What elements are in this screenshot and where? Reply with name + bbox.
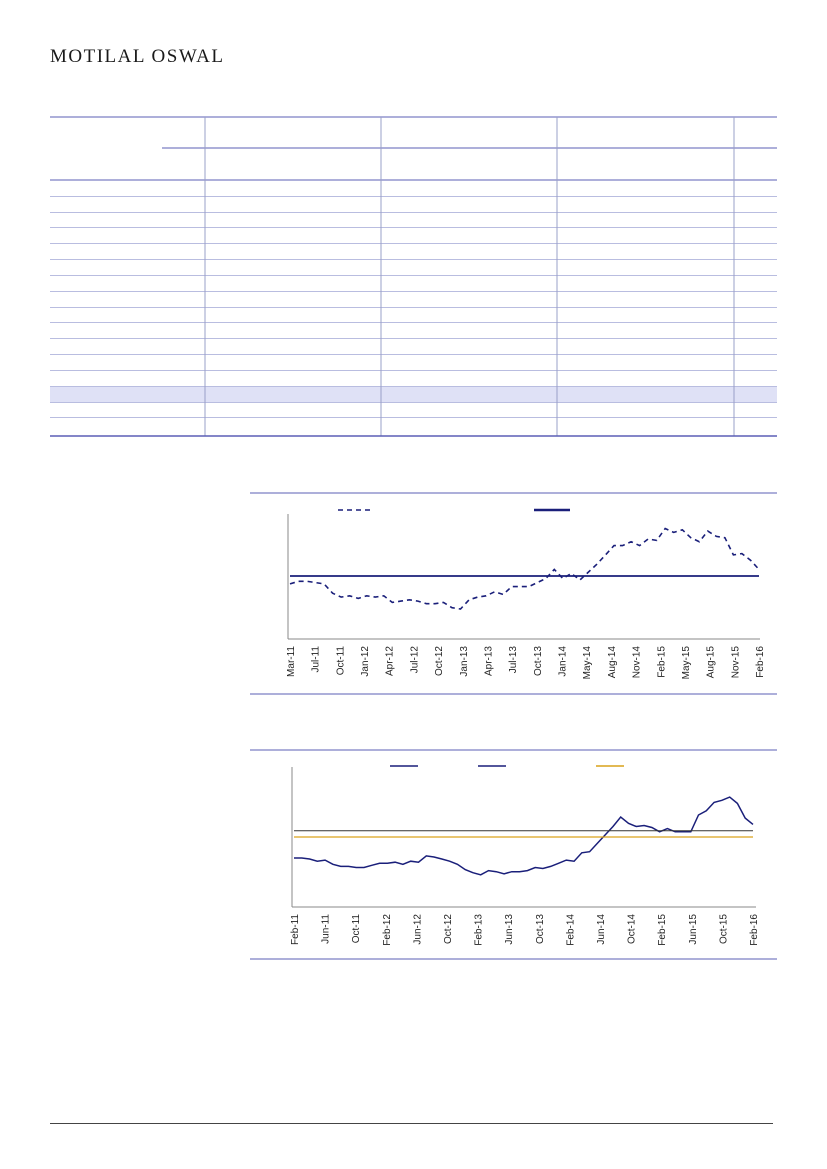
chart-2-svg: Feb-11 Jun-11 Oct-11 Feb-12 Jun-12 Oct-12 Feb-… (250, 749, 777, 960)
chart-2: Feb-11 Jun-11 Oct-11 Feb-12 Jun-12 Oct-12 Feb-… (250, 749, 777, 961)
x-tick-label: Mar-11 (286, 646, 297, 677)
x-tick-label: Nov-14 (632, 646, 643, 679)
x-tick-label: Jul-11 (311, 646, 322, 673)
series-line-1 (289, 527, 760, 610)
x-tick-label: Feb-11 (290, 914, 301, 945)
footer-rule (50, 1123, 773, 1124)
x-tick-label: Oct-13 (533, 646, 544, 676)
x-tick-label: Oct-11 (335, 646, 346, 676)
chart-2-x-ticks: Feb-11 Jun-11 Oct-11 Feb-12 Jun-12 Oct-12 Feb-… (290, 914, 760, 946)
x-tick-label: Jun-14 (596, 914, 607, 945)
data-table (50, 116, 777, 443)
table-highlight-row (50, 387, 777, 402)
x-tick-label: Oct-15 (718, 914, 729, 944)
x-tick-label: Oct-12 (443, 914, 454, 944)
x-tick-label: May-14 (582, 646, 593, 680)
x-tick-label: Feb-16 (749, 914, 760, 946)
table-grid (50, 116, 777, 437)
x-tick-label: Feb-15 (657, 914, 668, 946)
x-tick-label: Nov-15 (730, 646, 741, 679)
chart-1-series (289, 527, 760, 610)
x-tick-label: Jan-12 (360, 646, 371, 677)
x-tick-label: Jul-13 (508, 646, 519, 674)
x-tick-label: Feb-15 (656, 646, 667, 678)
x-tick-label: Aug-14 (607, 646, 618, 679)
chart-1: Mar-11 Jul-11 Oct-11 Jan-12 Apr-12 Jul-12 Oct-… (250, 492, 777, 696)
x-tick-label: Feb-16 (755, 646, 766, 678)
x-tick-label: Aug-15 (706, 646, 717, 679)
x-tick-label: Oct-14 (627, 914, 638, 944)
x-tick-label: Oct-11 (351, 914, 362, 944)
x-tick-label: Feb-13 (474, 914, 485, 946)
x-tick-label: Jun-11 (321, 914, 332, 944)
x-tick-label: Apr-13 (483, 646, 494, 676)
x-tick-label: Jun-12 (412, 914, 423, 945)
chart-1-svg: Mar-11 Jul-11 Oct-11 Jan-12 Apr-12 Jul-12 Oct-… (250, 492, 777, 695)
series-line-1 (294, 796, 754, 876)
x-tick-label: Jun-15 (688, 914, 699, 945)
x-tick-label: Jan-14 (558, 646, 569, 677)
chart-1-x-ticks: Mar-11 Jul-11 Oct-11 Jan-12 Apr-12 Jul-12 Oct-… (286, 646, 766, 680)
x-tick-label: Feb-12 (382, 914, 393, 946)
x-tick-label: May-15 (681, 646, 692, 680)
x-tick-label: Jul-12 (409, 646, 420, 674)
table-rows (50, 196, 777, 418)
x-tick-label: Jan-13 (459, 646, 470, 677)
chart-2-series (294, 796, 754, 876)
brand-logo: MOTILAL OSWAL (50, 46, 225, 67)
x-tick-label: Apr-12 (385, 646, 396, 676)
x-tick-label: Oct-12 (434, 646, 445, 676)
x-tick-label: Oct-13 (535, 914, 546, 944)
x-tick-label: Feb-14 (565, 914, 576, 946)
x-tick-label: Jun-13 (504, 914, 515, 945)
